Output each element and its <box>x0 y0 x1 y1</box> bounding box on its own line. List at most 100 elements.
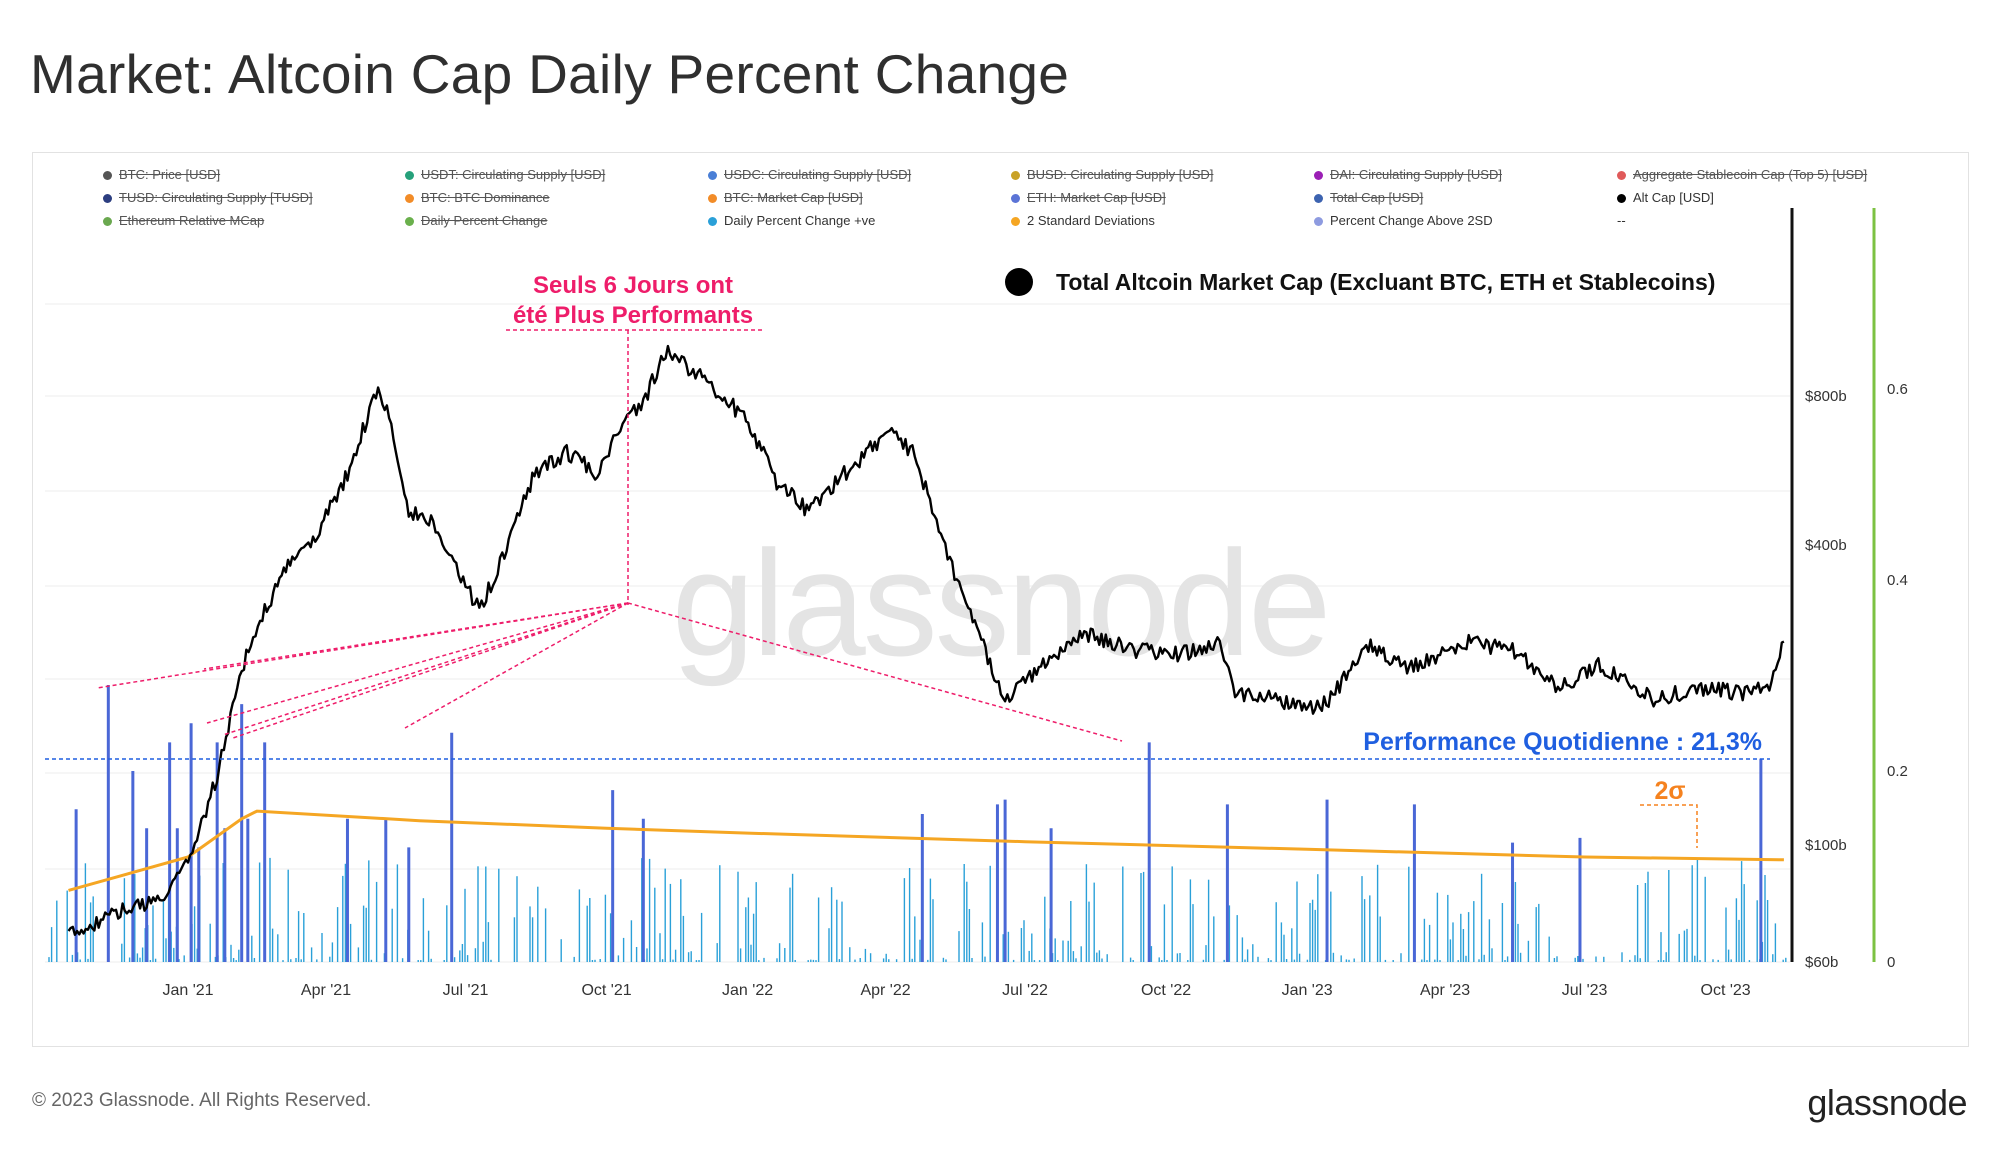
x-tick-label: Jan '22 <box>722 982 773 999</box>
x-tick-label: Oct '21 <box>581 982 631 999</box>
x-tick-label: Oct '23 <box>1701 982 1751 999</box>
series-title: Total Altcoin Market Cap (Excluant BTC, … <box>1056 269 1715 295</box>
legend-label: ETH: Market Cap [USD] <box>1027 190 1166 205</box>
legend-swatch <box>1617 194 1626 203</box>
grid <box>45 303 1790 963</box>
legend-swatch <box>103 194 112 203</box>
legend-item[interactable]: Daily Percent Change <box>405 213 547 228</box>
legend-item[interactable]: TUSD: Circulating Supply [TUSD] <box>103 190 313 205</box>
annotation-pointer <box>627 602 1123 742</box>
right-y-tick-label: 0.2 <box>1887 763 1908 780</box>
x-tick-label: Jan '21 <box>162 982 213 999</box>
legend-swatch <box>1314 217 1323 226</box>
legend-label: BTC: Price [USD] <box>119 167 221 182</box>
legend-item[interactable]: BTC: Market Cap [USD] <box>708 190 863 205</box>
right-y-tick-label: 0.6 <box>1887 381 1908 398</box>
legend-swatch <box>1314 194 1323 203</box>
two-std-dev-line-group <box>68 809 1784 892</box>
annotation-pointer <box>404 602 629 729</box>
legend-label: Daily Percent Change +ve <box>724 213 876 228</box>
left-y-tick-label: $60b <box>1805 954 1838 971</box>
brand-logo: glassnode <box>1807 1082 1967 1123</box>
series-title-marker <box>1005 268 1033 296</box>
legend-label: Ethereum Relative MCap <box>119 213 265 228</box>
two-std-dev-line <box>68 809 1784 892</box>
legend-item[interactable]: Percent Change Above 2SD <box>1314 213 1493 228</box>
annotation-pointer <box>232 602 629 739</box>
legend-item[interactable]: ETH: Market Cap [USD] <box>1011 190 1166 205</box>
annotation-pointer <box>96 602 629 689</box>
legend-swatch <box>1011 171 1020 180</box>
legend-item[interactable]: BUSD: Circulating Supply [USD] <box>1011 167 1213 182</box>
legend-swatch <box>405 217 414 226</box>
x-tick-label: Jan '23 <box>1282 982 1333 999</box>
legend-label: Daily Percent Change <box>421 213 548 228</box>
page-title: Market: Altcoin Cap Daily Percent Change <box>30 43 1070 105</box>
legend-swatch <box>1617 171 1626 180</box>
legend-swatch <box>1314 171 1323 180</box>
x-tick-label: Jul '22 <box>1002 982 1048 999</box>
annotation-top-line2: été Plus Performants <box>513 302 753 329</box>
right-y-tick-label: 0 <box>1887 954 1895 971</box>
legend-swatch <box>708 171 717 180</box>
left-y-tick-label: $100b <box>1805 837 1847 854</box>
legend-item[interactable]: -- <box>1617 213 1626 228</box>
right-y-tick-label: 0.4 <box>1887 572 1908 589</box>
x-tick-label: Apr '22 <box>860 982 910 999</box>
perf-label: Performance Quotidienne : 21,3% <box>1363 728 1762 756</box>
legend-label: Total Cap [USD] <box>1330 190 1424 205</box>
annotations: Seuls 6 Jours ont été Plus Performants Per… <box>45 268 1770 848</box>
legend-swatch <box>103 217 112 226</box>
above-2sd-bars <box>74 685 1763 962</box>
legend-label: USDT: Circulating Supply [USD] <box>421 167 606 182</box>
legend-item[interactable]: Aggregate Stablecoin Cap (Top 5) [USD] <box>1617 167 1867 182</box>
x-tick-label: Apr '23 <box>1420 982 1470 999</box>
sigma-label: 2σ <box>1654 777 1685 805</box>
alt-cap-line <box>67 344 1785 936</box>
legend-item[interactable]: BTC: BTC Dominance <box>405 190 550 205</box>
legend-swatch <box>708 217 717 226</box>
x-tick-label: Jul '21 <box>443 982 489 999</box>
chart-frame: BTC: Price [USD] USDT: Circulating Supply… <box>32 152 1969 1047</box>
legend-label: BTC: BTC Dominance <box>421 190 550 205</box>
legend: BTC: Price [USD] USDT: Circulating Supply… <box>103 167 1943 239</box>
legend-label: DAI: Circulating Supply [USD] <box>1330 167 1502 182</box>
x-tick-label: Apr '21 <box>301 982 351 999</box>
legend-label: 2 Standard Deviations <box>1027 213 1155 228</box>
legend-label: Aggregate Stablecoin Cap (Top 5) [USD] <box>1633 167 1868 182</box>
legend-item[interactable]: BTC: Price [USD] <box>103 167 220 182</box>
legend-swatch <box>708 194 717 203</box>
legend-item[interactable]: Ethereum Relative MCap <box>103 213 264 228</box>
annotation-pointer <box>222 602 629 736</box>
legend-label: BUSD: Circulating Supply [USD] <box>1027 167 1214 182</box>
legend-item[interactable]: USDT: Circulating Supply [USD] <box>405 167 605 182</box>
annotation-top-line1: Seuls 6 Jours ont <box>533 272 733 299</box>
annotation-pointer <box>206 602 629 724</box>
axes: $60b $100b $400b $800b 0 0.2 0.4 0.6 Jan '21 Apr … <box>162 208 1908 999</box>
daily-change-bars <box>48 857 1787 962</box>
x-tick-label: Jul '23 <box>1562 982 1608 999</box>
watermark: glassnode <box>672 519 1329 687</box>
legend-item[interactable]: DAI: Circulating Supply [USD] <box>1314 167 1502 182</box>
legend-item[interactable]: Daily Percent Change +ve <box>708 213 875 228</box>
legend-label: Alt Cap [USD] <box>1633 190 1714 205</box>
legend-label: -- <box>1617 213 1626 228</box>
left-y-tick-label: $800b <box>1805 388 1847 405</box>
legend-label: Percent Change Above 2SD <box>1330 213 1493 228</box>
legend-swatch <box>1011 194 1020 203</box>
sigma-pointer <box>1640 804 1698 848</box>
legend-swatch <box>103 171 112 180</box>
legend-label: TUSD: Circulating Supply [TUSD] <box>119 190 313 205</box>
legend-item[interactable]: USDC: Circulating Supply [USD] <box>708 167 911 182</box>
legend-item[interactable]: Total Cap [USD] <box>1314 190 1423 205</box>
legend-swatch <box>405 171 414 180</box>
legend-item[interactable]: 2 Standard Deviations <box>1011 213 1155 228</box>
annotation-pointer <box>203 602 629 670</box>
legend-item[interactable]: Alt Cap [USD] <box>1617 190 1714 205</box>
alt-cap-line-group <box>67 344 1785 936</box>
legend-swatch <box>405 194 414 203</box>
left-y-tick-label: $400b <box>1805 537 1847 554</box>
x-tick-label: Oct '22 <box>1141 982 1191 999</box>
legend-label: USDC: Circulating Supply [USD] <box>724 167 912 182</box>
